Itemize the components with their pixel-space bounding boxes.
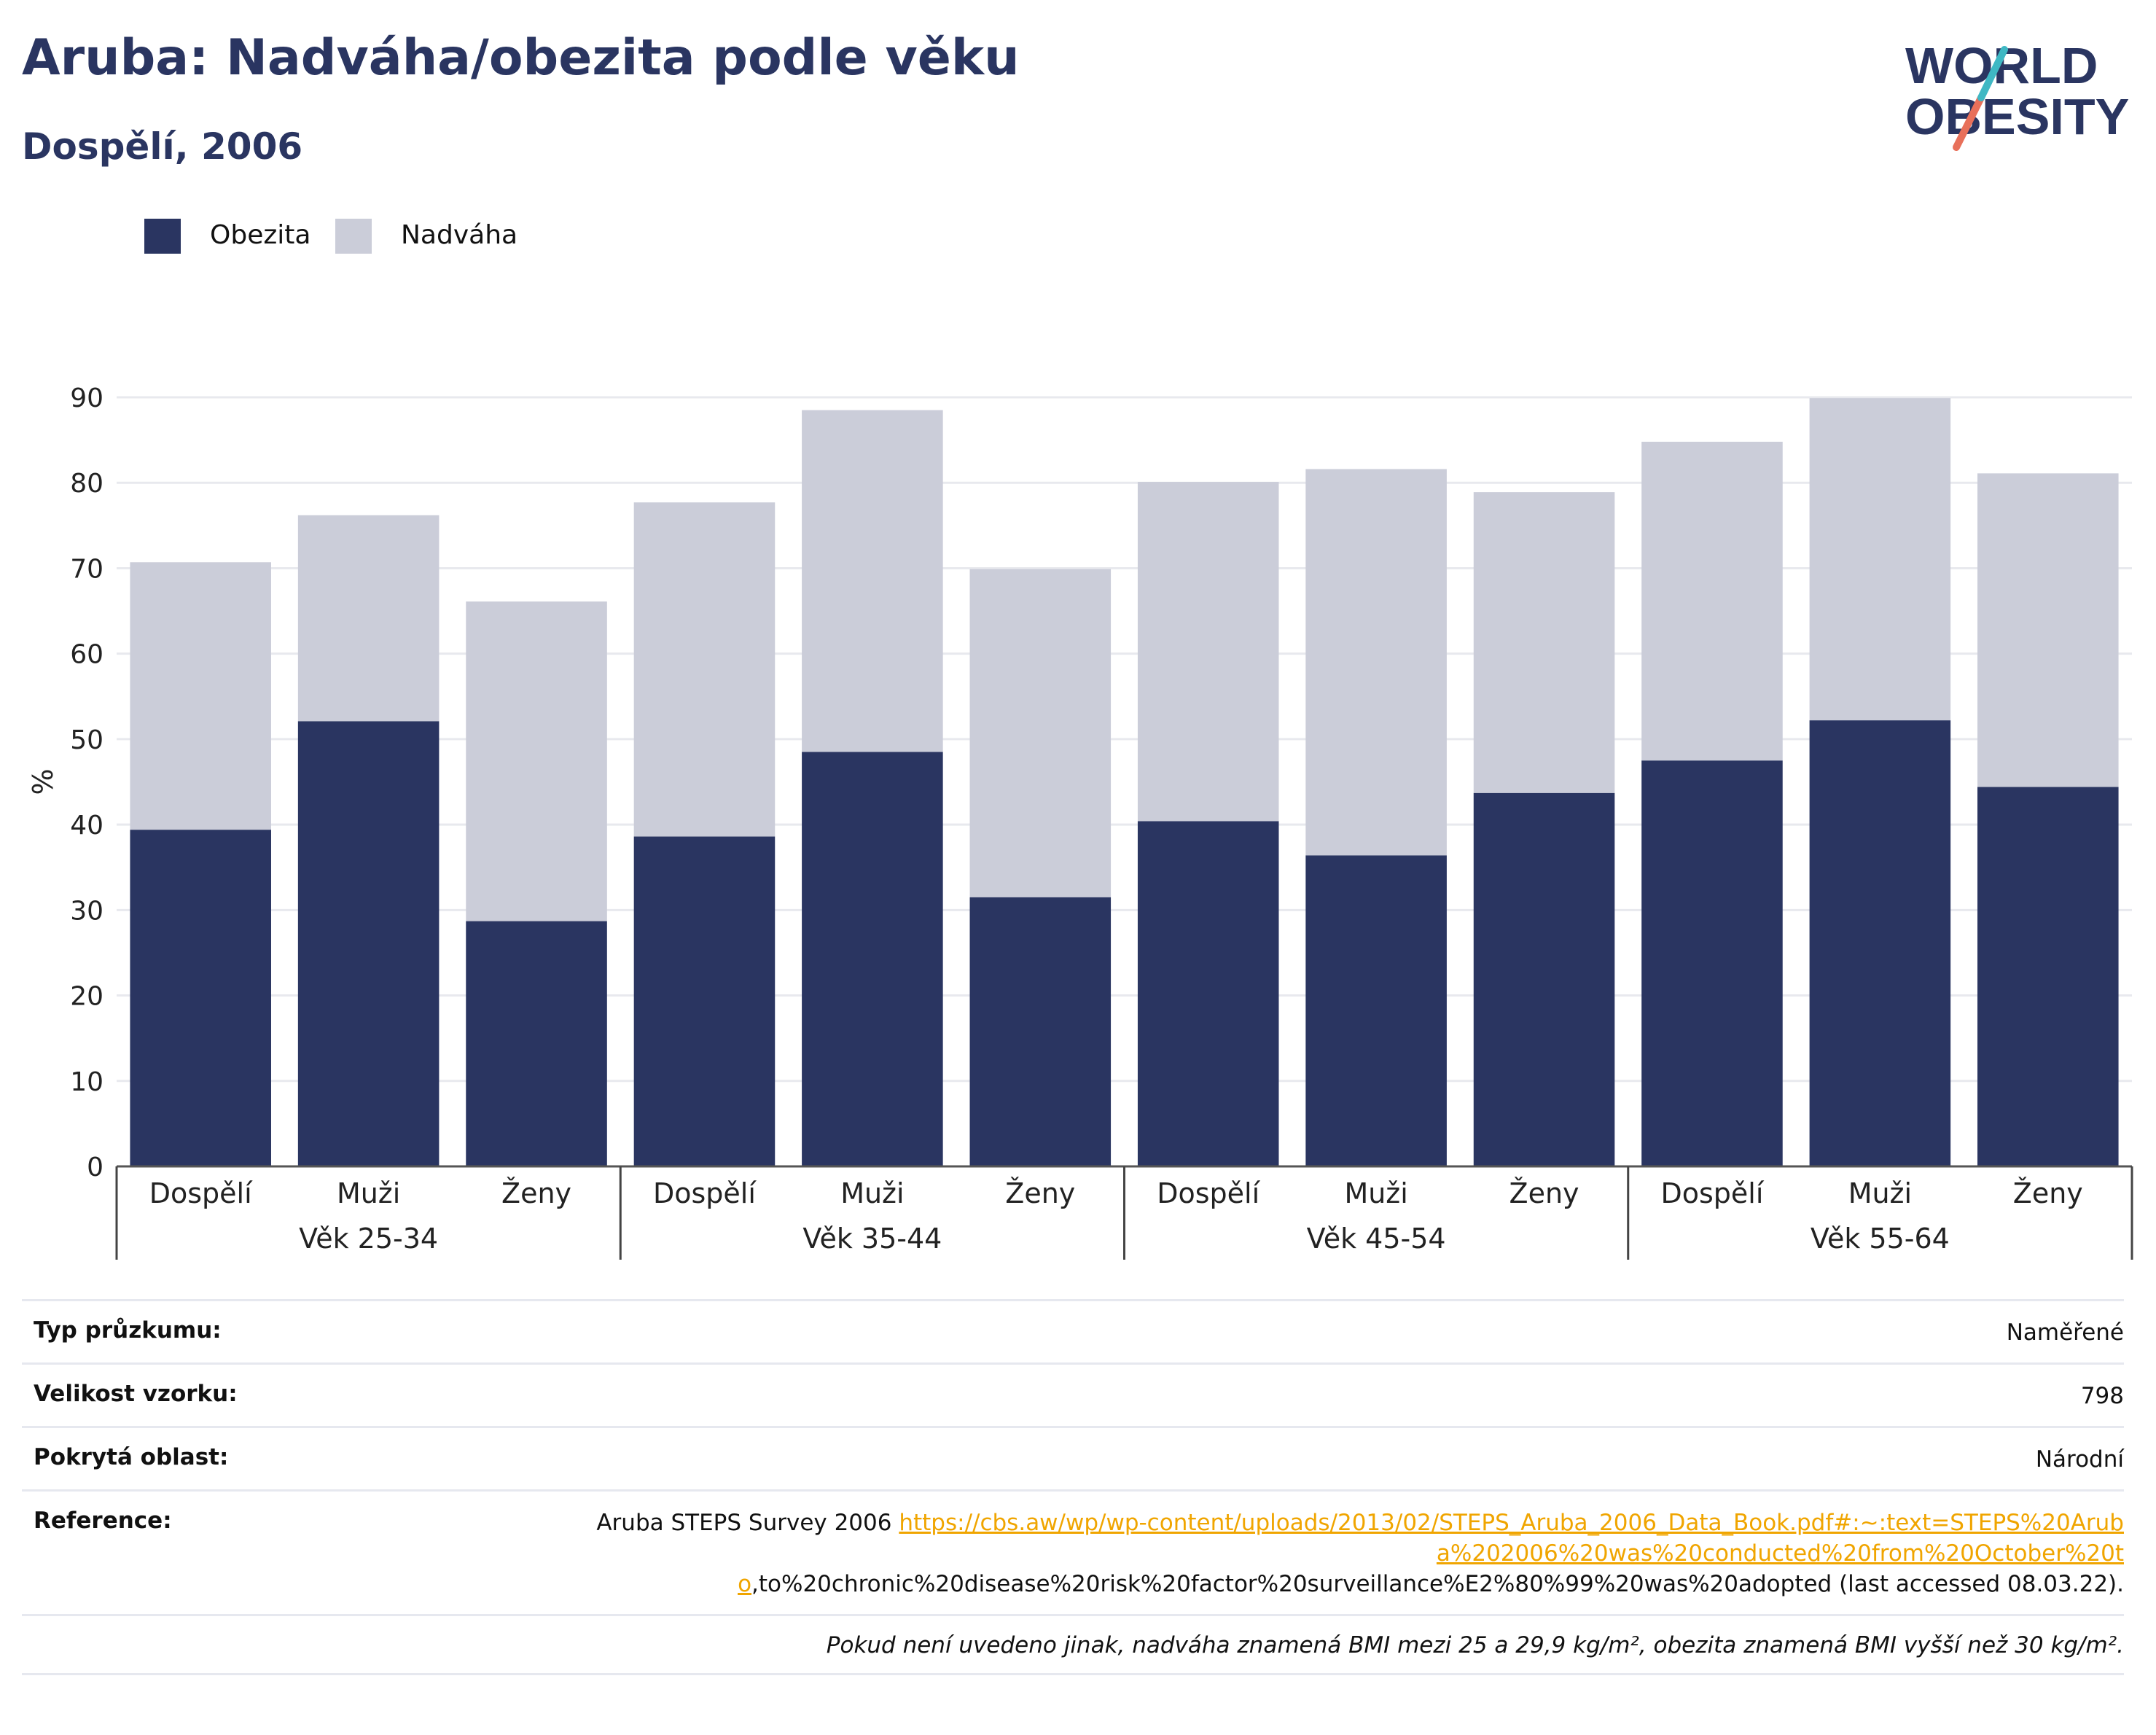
bar-segment-overweight (130, 562, 271, 830)
y-tick-label: 80 (70, 469, 103, 499)
group-label: Věk 35-44 (802, 1223, 942, 1255)
x-tick-label: Ženy (2013, 1177, 2083, 1209)
y-tick-label: 60 (70, 640, 103, 670)
y-tick-label: 0 (87, 1153, 103, 1182)
bar-chart: 0 10 20 30 40 50 60 70 80 90% Dospělí Muži Ženy Dospě… (27, 383, 2133, 1260)
bar-segment-obesity (1641, 760, 1783, 1166)
y-tick-label: 50 (70, 725, 103, 755)
x-tick-label: Dospělí (653, 1177, 757, 1209)
meta-value: Národní (2035, 1446, 2124, 1473)
bar-segment-obesity (802, 752, 943, 1166)
bar-segment-obesity (1473, 792, 1615, 1166)
group-label: Věk 25-34 (299, 1223, 438, 1255)
bar-segment-overweight (633, 502, 776, 837)
bar-segment-obesity (130, 830, 271, 1166)
logo-line-1: WORLD (1905, 37, 2098, 94)
bar-segment-overweight (1137, 482, 1279, 822)
y-tick-label: 20 (70, 982, 103, 1012)
logo-slash-lower (1953, 94, 1985, 151)
bar-segment-obesity (969, 897, 1112, 1166)
x-tick-label: Muži (840, 1177, 904, 1209)
x-tick-label: Muži (1344, 1177, 1407, 1209)
x-tick-label: Ženy (1509, 1177, 1579, 1209)
meta-value: Naměřené (2006, 1319, 2124, 1346)
legend-swatch-overweight (335, 219, 372, 254)
y-tick-label: 40 (70, 811, 103, 841)
bar-segment-obesity (297, 721, 440, 1166)
x-tick-label: Dospělí (149, 1177, 253, 1209)
meta-row-survey-type: Typ průzkumu: Naměřené (22, 1299, 2124, 1362)
x-tick-label: Ženy (501, 1177, 571, 1209)
y-tick-label: 90 (70, 383, 103, 413)
meta-label: Typ průzkumu: (34, 1317, 222, 1344)
bar-segment-overweight (1305, 469, 1447, 856)
bar-segment-overweight (466, 601, 607, 921)
bar-segment-obesity (1809, 720, 1951, 1166)
bar-segment-overweight (969, 569, 1112, 897)
bmi-footnote: Pokud není uvedeno jinak, nadváha znamen… (22, 1614, 2124, 1675)
bar-segment-obesity (466, 921, 607, 1166)
legend-label-obesity: Obezita (210, 220, 311, 250)
x-tick-label: Dospělí (1660, 1177, 1764, 1209)
reference-link[interactable]: https://cbs.aw/wp/wp-content/uploads/201… (738, 1510, 2124, 1597)
legend-label-overweight: Nadváha (401, 220, 518, 250)
legend-swatch-obesity (144, 219, 181, 254)
reference-suffix: ,to%20chronic%20disease%20risk%20factor%… (751, 1571, 2124, 1597)
meta-label: Reference: (34, 1508, 172, 1534)
bar-segment-obesity (1977, 787, 2119, 1166)
logo-slash-upper (1977, 46, 2008, 101)
logo-line-2: OBESITY (1905, 88, 2129, 145)
meta-row-sample-size: Velikost vzorku: 798 (22, 1362, 2124, 1426)
bar-segment-overweight (297, 515, 440, 722)
bar-segment-overweight (1473, 492, 1615, 793)
bar-segment-overweight (1641, 441, 1783, 761)
bar-segment-overweight (802, 410, 943, 752)
chart-subtitle: Dospělí, 2006 (22, 125, 303, 168)
bar-segment-overweight (1977, 473, 2119, 787)
x-tick-label: Muži (1848, 1177, 1912, 1209)
meta-row-coverage: Pokrytá oblast: Národní (22, 1426, 2124, 1489)
meta-value: 798 (2080, 1383, 2124, 1409)
world-obesity-logo: WORLD OBESITY (1905, 37, 2129, 151)
chart-title: Aruba: Nadváha/obezita podle věku (22, 29, 1020, 87)
x-tick-label: Dospělí (1157, 1177, 1260, 1209)
y-tick-label: 30 (70, 896, 103, 926)
x-tick-label: Muži (337, 1177, 400, 1209)
y-axis-label: % (27, 768, 59, 795)
y-tick-label: 70 (70, 554, 103, 584)
group-label: Věk 45-54 (1307, 1223, 1446, 1255)
meta-label: Pokrytá oblast: (34, 1444, 229, 1470)
metadata-table: Typ průzkumu: Naměřené Velikost vzorku: … (22, 1299, 2124, 1675)
bar-segment-obesity (633, 836, 776, 1166)
bar-segment-obesity (1137, 821, 1279, 1166)
y-tick-label: 10 (70, 1067, 103, 1097)
group-label: Věk 55-64 (1811, 1223, 1950, 1255)
bar-segment-obesity (1305, 855, 1447, 1166)
meta-label: Velikost vzorku: (34, 1381, 238, 1407)
bar-segment-overweight (1809, 398, 1951, 721)
x-tick-label: Ženy (1005, 1177, 1075, 1209)
reference-prefix: Aruba STEPS Survey 2006 (596, 1510, 899, 1536)
reference-value: Aruba STEPS Survey 2006 https://cbs.aw/w… (22, 1492, 2124, 1614)
meta-row-reference: Reference: Aruba STEPS Survey 2006 https… (22, 1489, 2124, 1614)
